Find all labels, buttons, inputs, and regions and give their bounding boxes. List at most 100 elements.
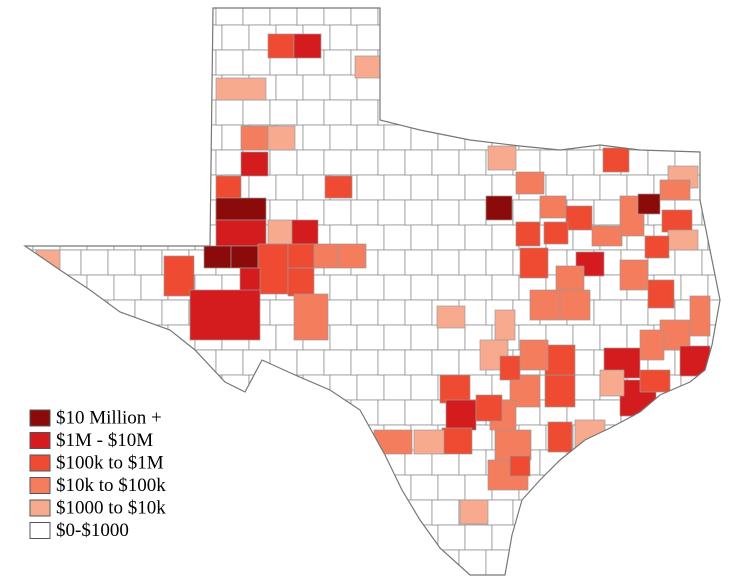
county	[25, 99, 28, 126]
county	[383, 274, 412, 301]
county	[458, 8, 487, 26]
county	[437, 74, 466, 101]
county	[275, 74, 304, 101]
county	[383, 124, 412, 151]
county	[539, 549, 568, 575]
county	[26, 199, 55, 226]
county	[404, 349, 433, 376]
county	[701, 199, 720, 226]
county	[707, 224, 720, 251]
county	[86, 324, 115, 351]
county	[80, 8, 109, 26]
county	[32, 324, 61, 351]
county	[593, 299, 622, 326]
county	[275, 474, 304, 501]
county	[377, 549, 406, 575]
county	[86, 24, 115, 51]
county	[161, 8, 190, 26]
county	[680, 524, 709, 551]
county	[80, 349, 109, 376]
county	[140, 24, 169, 51]
county	[269, 349, 298, 376]
county	[161, 49, 190, 76]
county	[86, 574, 115, 575]
county	[404, 49, 433, 76]
county	[140, 174, 169, 201]
county	[519, 339, 549, 371]
county	[53, 8, 82, 26]
county	[566, 449, 595, 476]
county	[113, 124, 142, 151]
county	[404, 99, 433, 126]
county	[25, 424, 34, 451]
county	[86, 274, 115, 301]
county	[215, 449, 244, 476]
county	[659, 179, 691, 201]
county	[337, 243, 367, 269]
county	[674, 449, 703, 476]
county	[439, 374, 471, 404]
county	[518, 524, 547, 551]
county	[545, 474, 574, 501]
county	[431, 349, 460, 376]
county	[437, 524, 466, 551]
county	[383, 24, 412, 51]
county	[404, 199, 433, 226]
county	[26, 99, 55, 126]
county	[269, 499, 298, 526]
county	[512, 149, 541, 176]
county	[377, 8, 406, 26]
county	[667, 229, 699, 251]
county	[188, 8, 217, 26]
county	[329, 424, 358, 451]
county	[140, 374, 169, 401]
county	[544, 374, 576, 408]
county	[269, 149, 298, 176]
county	[620, 8, 649, 26]
county	[323, 399, 352, 426]
county	[161, 349, 190, 376]
county	[221, 474, 250, 501]
county	[25, 8, 28, 26]
county	[80, 199, 109, 226]
county	[572, 324, 601, 351]
county	[356, 574, 385, 575]
county	[32, 374, 61, 401]
county	[134, 49, 163, 76]
county	[215, 349, 244, 376]
county	[512, 49, 541, 76]
county	[107, 349, 136, 376]
county	[539, 499, 568, 526]
county	[491, 524, 520, 551]
legend-label: $1000 to $10k	[56, 497, 166, 518]
county	[25, 49, 28, 76]
county	[680, 124, 709, 151]
county	[167, 74, 196, 101]
county	[707, 474, 720, 501]
legend: $10 Million +$1M - $10M$100k to $1M$10k …	[29, 407, 166, 541]
county	[437, 24, 466, 51]
county	[458, 199, 487, 226]
county	[194, 524, 223, 551]
county	[377, 399, 406, 426]
county	[707, 74, 720, 101]
county	[26, 149, 55, 176]
county	[626, 474, 655, 501]
county	[729, 450, 754, 475]
county	[356, 124, 385, 151]
county	[194, 474, 223, 501]
county	[296, 149, 325, 176]
county	[591, 225, 623, 247]
county	[107, 149, 136, 176]
county	[161, 549, 190, 575]
county	[653, 124, 682, 151]
county	[323, 199, 352, 226]
county	[350, 99, 379, 126]
county	[689, 295, 711, 337]
county	[413, 429, 445, 455]
county	[323, 449, 352, 476]
county	[735, 425, 754, 450]
county	[485, 99, 514, 126]
county	[356, 374, 385, 401]
